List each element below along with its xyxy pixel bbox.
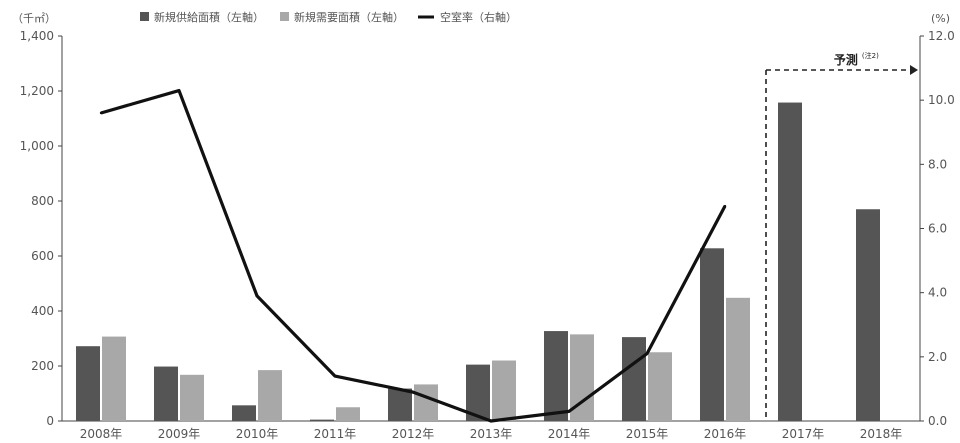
left-axis-unit: （千㎡） <box>12 12 56 25</box>
axes: 0 200 400 600 800 1,000 1,200 1,400 0.0 2.0 4.0 6.0… <box>20 29 955 428</box>
bar-demand <box>336 407 360 421</box>
right-tick-label: 12.0 <box>928 29 955 43</box>
x-axis-labels: 2008年 2009年 2010年 2011年 2012年 2013年 2014年 2015年… <box>80 427 903 441</box>
forecast-annotation: 予測 (注2) <box>765 51 918 421</box>
vacancy-line <box>99 88 727 423</box>
left-tick-label: 800 <box>31 194 54 208</box>
bar-supply <box>388 388 412 421</box>
left-tick-label: 1,200 <box>20 84 54 98</box>
forecast-label: 予測 <box>834 52 858 67</box>
legend-label: 空室率（右軸） <box>440 10 517 24</box>
bar-supply <box>544 331 568 421</box>
bar-demand <box>492 360 516 421</box>
right-tick-label: 10.0 <box>928 93 955 107</box>
right-tick-label: 0.0 <box>928 414 947 428</box>
bar-supply <box>154 366 178 421</box>
left-tick-label: 600 <box>31 249 54 263</box>
bar-supply <box>700 248 724 421</box>
x-tick-label: 2011年 <box>314 427 357 441</box>
legend-swatch <box>140 12 149 21</box>
vacancy-point <box>645 352 649 355</box>
bar-demand <box>258 370 282 421</box>
x-tick-label: 2014年 <box>548 427 591 441</box>
vacancy-point <box>255 294 259 298</box>
bar-supply <box>76 346 100 421</box>
bar-demand <box>102 336 126 421</box>
right-tick-label: 8.0 <box>928 157 947 171</box>
forecast-arrowhead <box>910 65 918 75</box>
bar-supply <box>232 405 256 421</box>
left-tick-label: 0 <box>46 414 54 428</box>
right-tick-label: 6.0 <box>928 222 947 236</box>
vacancy-point <box>333 374 337 378</box>
bar-demand <box>726 297 750 421</box>
x-tick-label: 2009年 <box>158 427 201 441</box>
legend-label: 新規供給面積（左軸） <box>154 10 264 24</box>
x-tick-label: 2016年 <box>704 427 747 441</box>
right-axis-unit: (%) <box>931 12 950 25</box>
forecast-note: (注2) <box>862 51 879 60</box>
right-tick-label: 4.0 <box>928 286 947 300</box>
bar-supply <box>622 337 646 421</box>
left-tick-label: 200 <box>31 359 54 373</box>
x-tick-label: 2010年 <box>236 427 279 441</box>
legend-swatch <box>280 12 289 21</box>
x-tick-label: 2015年 <box>626 427 669 441</box>
x-tick-label: 2013年 <box>470 427 513 441</box>
left-tick-label: 1,000 <box>20 139 54 153</box>
legend-label: 新規需要面積（左軸） <box>294 10 404 24</box>
vacancy-point <box>489 419 493 423</box>
bar-demand <box>648 352 672 421</box>
bar-supply <box>310 419 334 421</box>
legend: 新規供給面積（左軸） 新規需要面積（左軸） 空室率（右軸） <box>140 10 517 24</box>
right-tick-label: 2.0 <box>928 350 947 364</box>
left-tick-label: 1,400 <box>20 29 54 43</box>
vacancy-point <box>177 89 181 92</box>
x-tick-label: 2018年 <box>860 427 903 441</box>
x-tick-label: 2008年 <box>80 427 123 441</box>
bar-supply <box>856 209 880 421</box>
vacancy-point <box>723 204 727 208</box>
vacancy-point <box>567 410 571 413</box>
x-tick-label: 2017年 <box>782 427 825 441</box>
bar-demand <box>414 384 438 421</box>
left-tick-label: 400 <box>31 304 54 318</box>
vacancy-point <box>99 111 103 115</box>
vacancy-point <box>411 390 415 394</box>
x-tick-label: 2012年 <box>392 427 435 441</box>
bar-demand <box>180 374 204 421</box>
bar-supply <box>778 102 802 422</box>
bars <box>76 102 880 422</box>
